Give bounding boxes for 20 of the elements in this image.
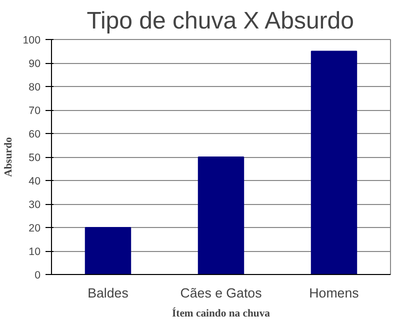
y-tick-label: 100 xyxy=(22,34,41,46)
y-tick-label: 80 xyxy=(28,82,41,94)
y-tick-label: 40 xyxy=(28,176,41,188)
chart-title: Tipo de chuva X Absurdo xyxy=(86,8,354,34)
y-tick-label: 20 xyxy=(28,222,41,234)
bar xyxy=(198,156,244,274)
x-tick-label: Homens xyxy=(309,286,360,300)
x-tick-label: Baldes xyxy=(88,286,129,300)
y-tick-label: 30 xyxy=(28,199,41,211)
bar xyxy=(84,227,132,274)
y-tick-label: 90 xyxy=(28,58,41,70)
y-tick-label: 50 xyxy=(28,152,41,164)
y-tick-label: 10 xyxy=(28,246,41,258)
x-axis-title: Ítem caindo na chuva xyxy=(172,306,271,320)
bar xyxy=(310,50,358,274)
y-tick-label: 60 xyxy=(28,128,41,140)
y-tick-label: 70 xyxy=(28,105,41,117)
x-tick-label: Cães e Gatos xyxy=(180,286,262,300)
y-axis-title: Absurdo xyxy=(4,137,15,177)
y-tick-label: 0 xyxy=(34,270,41,282)
